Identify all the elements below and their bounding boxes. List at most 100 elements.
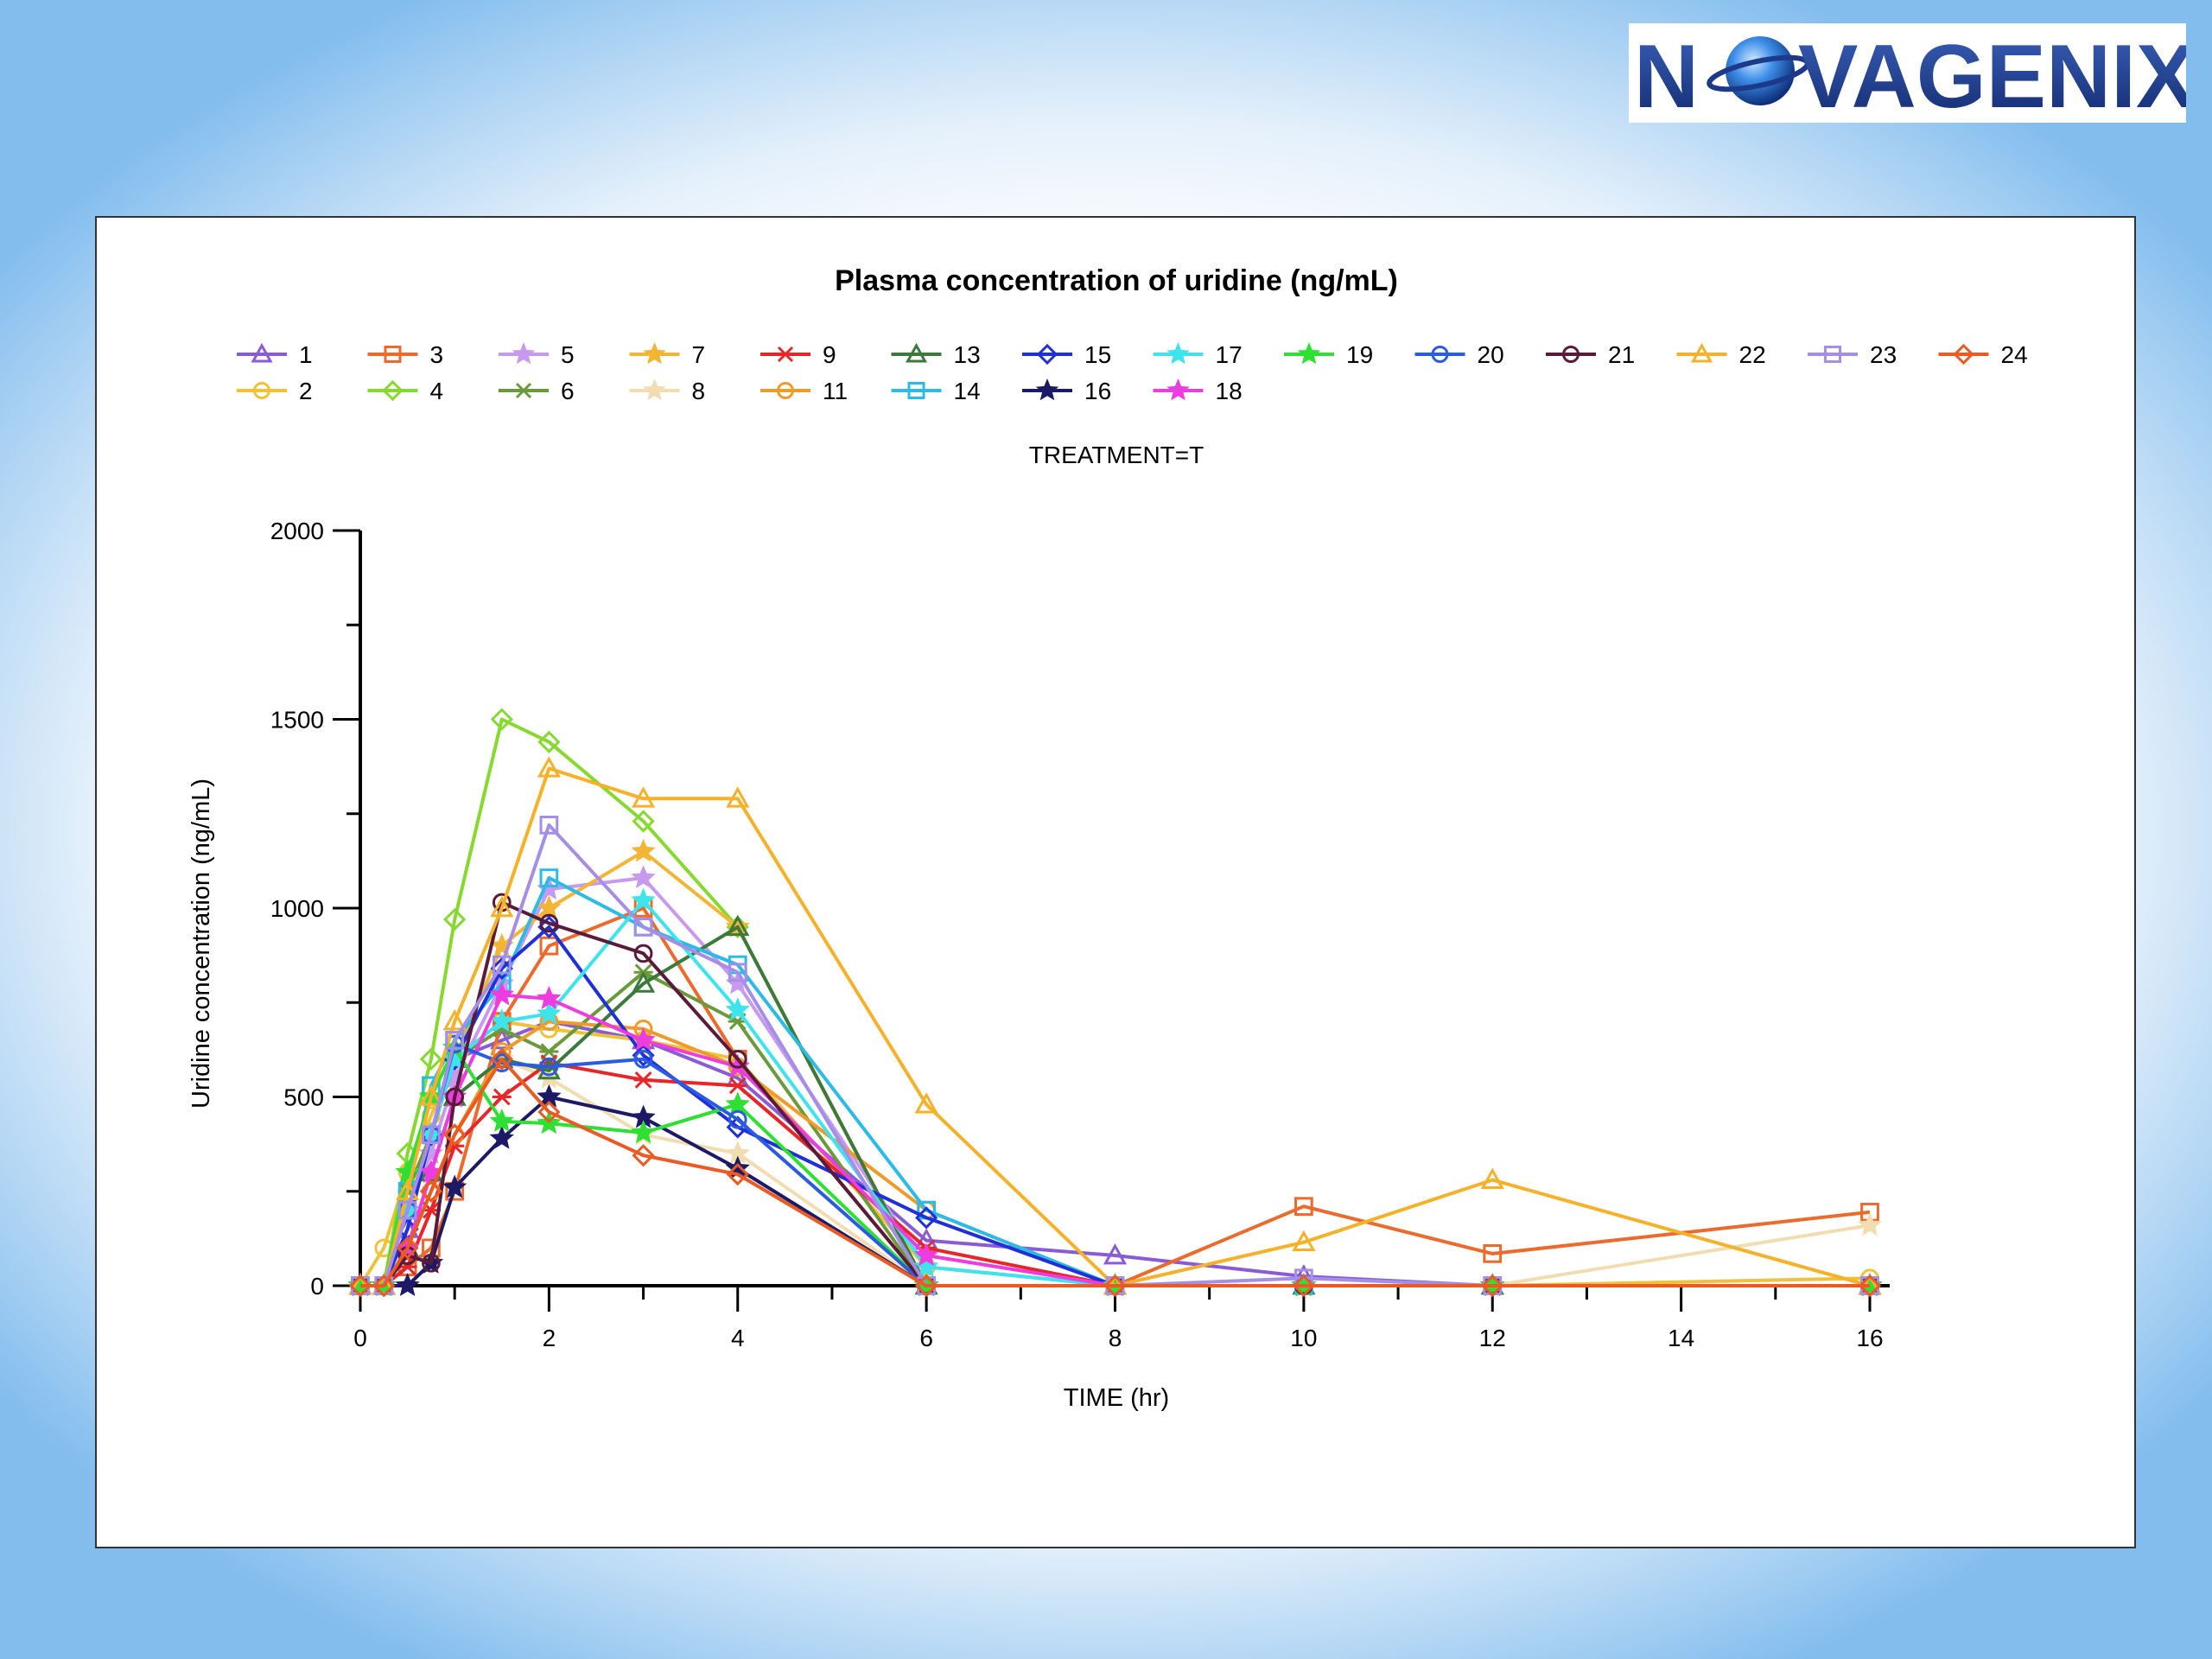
data-point [726, 786, 750, 808]
legend-label: 7 [692, 341, 706, 368]
series-line-18 [360, 993, 1870, 1287]
data-point [422, 1125, 441, 1145]
data-point [442, 1174, 467, 1198]
legend-marker [1036, 343, 1058, 365]
data-point [489, 1125, 514, 1149]
series-4 [348, 708, 1882, 1298]
legend-label: 17 [1216, 341, 1243, 368]
data-point [445, 1087, 465, 1107]
legend-marker [777, 346, 794, 363]
data-point [537, 985, 562, 1009]
data-point [422, 1253, 441, 1273]
data-point [537, 756, 561, 778]
data-point [633, 944, 653, 963]
data-point [443, 907, 467, 931]
data-point [397, 1200, 417, 1220]
y-tick-label: 2000 [270, 518, 324, 544]
logo-globe-icon [1707, 36, 1810, 105]
legend-label: 2 [299, 378, 313, 404]
data-point [443, 1123, 467, 1147]
data-point [632, 1044, 655, 1067]
data-point [490, 708, 513, 731]
data-point [633, 1049, 653, 1069]
series-line-8 [360, 1057, 1871, 1287]
data-point [914, 1092, 938, 1114]
data-point [914, 1243, 939, 1267]
data-point [631, 887, 656, 912]
data-point [726, 1162, 749, 1186]
data-point [632, 786, 656, 808]
data-point [445, 1031, 465, 1050]
legend-item-22: 22 [1676, 341, 1766, 368]
data-point [631, 1027, 656, 1051]
legend-label: 13 [954, 341, 981, 368]
legend-label: 19 [1346, 341, 1373, 368]
data-point [1294, 1197, 1313, 1217]
legend-marker [1562, 346, 1580, 363]
series-line-3 [360, 906, 1871, 1287]
logo-text-n: N [1634, 27, 1699, 123]
data-point [489, 1008, 514, 1033]
novagenix-logo-graphic: N VAGENIX [1634, 27, 2196, 127]
series-line-24 [360, 1057, 1870, 1287]
data-point [1292, 1230, 1316, 1252]
x-tick-label: 16 [1856, 1325, 1883, 1351]
legend-label: 24 [2001, 341, 2028, 368]
data-point [418, 1159, 444, 1183]
legend-marker [643, 378, 666, 401]
legend-marker [251, 342, 273, 363]
legend-item-8: 8 [629, 378, 705, 404]
data-point [442, 1009, 467, 1031]
data-point [539, 816, 559, 835]
legend-marker [777, 382, 794, 399]
y-tick-label: 500 [283, 1084, 324, 1111]
legend-label: 15 [1084, 341, 1111, 368]
series-line-19 [360, 1046, 1870, 1287]
series-9 [351, 1054, 1879, 1294]
legend-item-9: 9 [760, 341, 836, 368]
legend-item-16: 16 [1022, 378, 1111, 404]
y-tick-label: 1500 [270, 707, 324, 734]
legend-label: 23 [1870, 341, 1897, 368]
chart-series-layer [347, 708, 1883, 1298]
data-point [490, 957, 513, 981]
data-point [490, 1046, 514, 1069]
legend-marker [384, 346, 402, 363]
logo-text-vagenix: VAGENIX [1798, 27, 2186, 123]
legend-marker [512, 342, 536, 365]
data-point [1483, 1244, 1503, 1263]
legend-item-4: 4 [367, 378, 443, 404]
data-point [348, 1274, 372, 1298]
series-2 [351, 1012, 1879, 1295]
data-point [725, 1091, 750, 1116]
legend-item-13: 13 [891, 341, 981, 368]
data-point [725, 997, 750, 1021]
series-line-21 [360, 900, 1870, 1287]
chart-title: Plasma concentration of uridine (ng/mL) [835, 264, 1398, 297]
data-point [631, 838, 656, 862]
legend-item-19: 19 [1284, 341, 1373, 368]
y-tick-label: 0 [310, 1273, 324, 1300]
y-tick-label: 1000 [270, 895, 324, 922]
data-point [419, 1179, 443, 1203]
legend-label: 18 [1216, 378, 1243, 404]
series-1 [348, 1009, 1882, 1295]
data-point [728, 1049, 747, 1069]
legend-item-11: 11 [760, 378, 848, 404]
legend-label: 3 [430, 341, 444, 368]
x-axis-label: TIME (hr) [1064, 1384, 1169, 1412]
data-point [1480, 1167, 1504, 1189]
data-point [728, 1109, 747, 1129]
data-point [1103, 1243, 1128, 1265]
legend-label: 22 [1739, 341, 1766, 368]
legend-marker [1166, 378, 1190, 401]
chart-subtitle: TREATMENT=T [1029, 442, 1204, 468]
x-tick-label: 10 [1290, 1325, 1317, 1351]
legend-marker [515, 382, 532, 399]
legend-marker [1166, 342, 1190, 365]
legend-marker [253, 382, 270, 399]
data-point [537, 1058, 561, 1080]
series-line-17 [360, 899, 1870, 1287]
legend-label: 11 [823, 378, 848, 404]
series-line-5 [360, 876, 1870, 1287]
